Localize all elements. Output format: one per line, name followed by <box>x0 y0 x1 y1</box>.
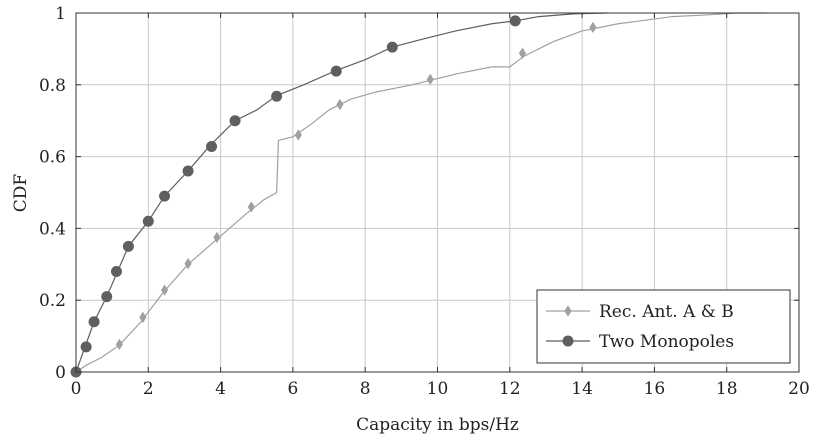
y-tick-label: 0 <box>55 363 66 383</box>
data-point-diamond <box>426 73 434 86</box>
data-point-diamond <box>336 98 344 111</box>
data-point-circle <box>271 90 283 102</box>
data-point-circle <box>122 240 134 252</box>
data-point-circle <box>206 141 218 153</box>
x-tick-label: 2 <box>143 379 154 399</box>
legend-box <box>536 289 791 364</box>
data-point-circle <box>509 15 521 27</box>
y-tick-label: 0.6 <box>39 148 66 168</box>
x-tick-label: 16 <box>644 379 666 399</box>
data-point-circle <box>182 165 194 177</box>
x-tick-label: 18 <box>716 379 738 399</box>
y-tick-label: 0.2 <box>39 291 66 311</box>
legend-marker-rec-ant <box>564 305 572 317</box>
data-point-circle <box>110 265 122 277</box>
y-tick-label: 1 <box>55 4 66 24</box>
x-tick-label: 14 <box>571 379 593 399</box>
series-markers <box>70 15 597 378</box>
data-point-circle <box>88 316 100 328</box>
data-point-diamond <box>184 257 192 270</box>
data-point-circle <box>229 115 241 127</box>
legend-label-rec-ant: Rec. Ant. A & B <box>599 302 734 322</box>
data-point-circle <box>159 190 171 202</box>
data-point-diamond <box>213 231 221 243</box>
y-tick-label: 0.4 <box>39 219 66 239</box>
data-point-diamond <box>247 201 255 213</box>
legend-marker-two-monopoles <box>562 335 574 347</box>
x-tick-label: 10 <box>427 379 449 399</box>
legend-label-two-monopoles: Two Monopoles <box>599 332 734 352</box>
axis-ticks: 0 2 4 6 8 10 12 14 16 18 20 0 0.2 0.4 0.6 0.8 1 <box>39 4 810 399</box>
data-point-diamond <box>294 129 302 141</box>
y-axis-label: CDF <box>11 174 31 213</box>
x-tick-label: 8 <box>360 379 371 399</box>
data-point-diamond <box>160 284 169 296</box>
x-tick-label: 12 <box>499 379 521 399</box>
x-axis-label: Capacity in bps/Hz <box>356 415 519 435</box>
data-point-circle <box>142 215 154 227</box>
data-point-circle <box>330 65 342 77</box>
data-point-diamond <box>589 21 597 33</box>
legend: Rec. Ant. A & B Two Monopoles <box>536 289 791 364</box>
data-point-diamond <box>518 47 527 59</box>
x-tick-label: 6 <box>287 379 298 399</box>
series-line-1 <box>75 12 608 373</box>
data-point-circle <box>80 341 92 353</box>
x-tick-label: 20 <box>788 379 810 399</box>
x-tick-label: 0 <box>71 379 82 399</box>
data-point-diamond <box>139 311 147 324</box>
data-point-circle <box>386 41 398 53</box>
data-point-diamond <box>115 338 123 350</box>
x-tick-label: 4 <box>215 379 226 399</box>
data-point-circle <box>101 291 113 303</box>
y-tick-label: 0.8 <box>39 76 66 96</box>
